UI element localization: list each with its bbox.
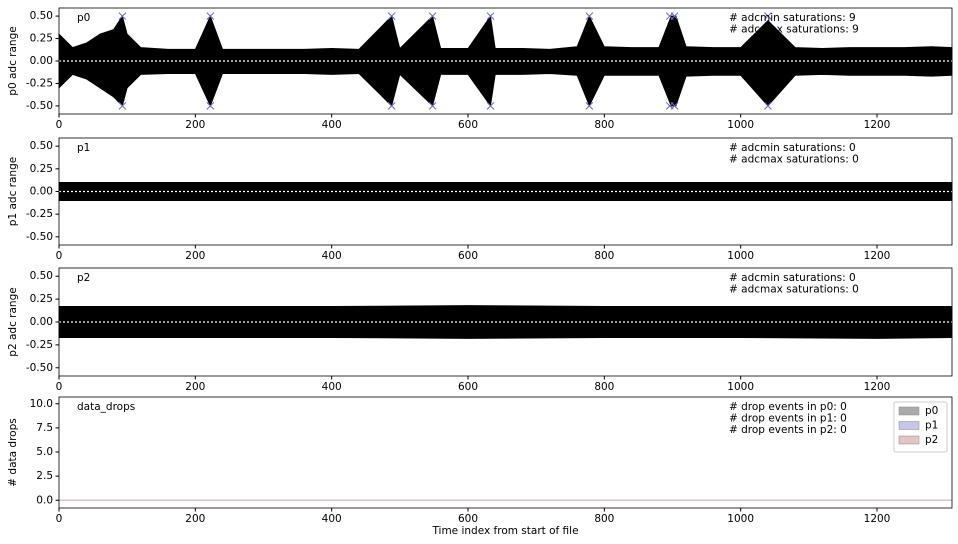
y-tick-label: -0.50 [26, 100, 53, 112]
x-tick-label: 600 [458, 250, 478, 262]
y-tick-label: 0.25 [30, 33, 53, 45]
legend-swatch [898, 406, 920, 416]
saturation-marker [486, 12, 495, 20]
x-tick-label: 200 [185, 381, 205, 393]
legend-label: p0 [925, 405, 938, 417]
y-tick-label: 0.50 [30, 10, 53, 22]
y-tick-label: 0.50 [30, 270, 53, 282]
legend-swatch [898, 435, 920, 445]
x-tick-label: 1200 [864, 381, 891, 393]
x-tick-label: 1000 [727, 250, 754, 262]
x-tick-label: 0 [56, 381, 63, 393]
panel-label: p2 [77, 272, 90, 284]
x-tick-label: 800 [594, 250, 614, 262]
x-tick-label: 800 [594, 381, 614, 393]
x-tick-label: 1000 [727, 381, 754, 393]
y-axis-label: p1 adc range [7, 157, 19, 226]
y-tick-label: -0.25 [26, 208, 53, 220]
annotation: # drop events in p0: 0 [729, 401, 847, 413]
x-tick-label: 600 [458, 513, 478, 525]
legend-label: p2 [925, 434, 938, 446]
x-tick-label: 1200 [864, 513, 891, 525]
y-tick-label: 0.0 [36, 494, 53, 506]
saturation-marker [206, 12, 215, 20]
y-tick-label: 2.5 [36, 470, 53, 482]
y-tick-label: 0.50 [30, 140, 53, 152]
x-tick-label: 800 [594, 119, 614, 131]
y-tick-label: 0.00 [30, 55, 53, 67]
y-tick-label: 7.5 [36, 422, 53, 434]
x-tick-label: 1000 [727, 119, 754, 131]
x-tick-label: 800 [594, 513, 614, 525]
legend-swatch [898, 421, 920, 430]
saturation-marker [486, 102, 495, 110]
saturation-marker [764, 12, 772, 20]
panel: 0 200 400 600 800 1000 1200 -0.50 -0.25 0.00 0.25 0… [7, 137, 953, 262]
panel: 0 200 400 600 800 1000 1200 -0.50 -0.25 0.00 0.25 0… [7, 267, 953, 393]
annotation: # adcmax saturations: 9 [729, 24, 859, 36]
saturation-marker [118, 12, 127, 20]
y-tick-label: -0.25 [26, 77, 53, 89]
saturation-marker [428, 12, 437, 20]
annotation: # adcmax saturations: 0 [729, 154, 859, 166]
panel: 0 200 400 600 800 1000 1200 0.0 2.5 5.0 7.5 10.0 # d… [7, 396, 953, 537]
x-tick-label: 200 [185, 513, 205, 525]
x-tick-label: 400 [322, 250, 342, 262]
x-tick-label: 1000 [727, 513, 754, 525]
x-axis-label: Time index from start of file [431, 525, 578, 537]
annotation: # adcmin saturations: 0 [729, 142, 856, 154]
legend-label: p1 [925, 420, 938, 432]
y-tick-label: 10.0 [30, 398, 53, 410]
panel: 0 200 400 600 800 1000 1200 -0.50 -0.25 0.00 0.25 0… [7, 7, 953, 131]
saturation-marker [585, 12, 594, 20]
x-tick-label: 0 [56, 513, 63, 525]
y-tick-label: 0.25 [30, 293, 53, 305]
annotation: # adcmin saturations: 0 [729, 272, 856, 284]
saturation-marker [387, 12, 396, 20]
y-tick-label: -0.25 [26, 339, 53, 351]
y-tick-label: 5.0 [36, 446, 53, 458]
x-tick-label: 0 [56, 250, 63, 262]
y-tick-label: 0.25 [30, 163, 53, 175]
x-tick-label: 200 [185, 119, 205, 131]
annotation: # adcmin saturations: 9 [729, 12, 856, 24]
x-tick-label: 1200 [864, 250, 891, 262]
x-tick-label: 400 [322, 513, 342, 525]
x-tick-label: 0 [56, 119, 63, 131]
saturation-marker [670, 102, 679, 110]
y-axis-label: # data drops [7, 418, 19, 486]
annotation: # drop events in p1: 0 [729, 413, 847, 425]
x-tick-label: 400 [322, 119, 342, 131]
x-tick-label: 1200 [864, 119, 891, 131]
saturation-marker [585, 102, 594, 110]
saturation-marker [670, 12, 679, 20]
panel-label: p0 [77, 12, 90, 24]
x-tick-label: 200 [185, 250, 205, 262]
x-tick-label: 600 [458, 381, 478, 393]
y-tick-label: -0.50 [26, 231, 53, 243]
y-tick-label: -0.50 [26, 362, 53, 374]
saturation-marker [387, 102, 396, 110]
annotation: # adcmax saturations: 0 [729, 284, 859, 296]
saturation-marker [428, 102, 437, 110]
y-tick-label: 0.00 [30, 316, 53, 328]
saturation-marker [118, 102, 127, 110]
y-axis-label: p0 adc range [7, 26, 19, 95]
annotation: # drop events in p2: 0 [729, 424, 847, 436]
y-axis-label: p2 adc range [7, 287, 19, 356]
saturation-marker [764, 102, 772, 110]
saturation-marker [206, 102, 215, 110]
panel-label: data_drops [77, 401, 135, 413]
x-tick-label: 600 [458, 119, 478, 131]
x-tick-label: 400 [322, 381, 342, 393]
panel-label: p1 [77, 142, 90, 154]
y-tick-label: 0.00 [30, 186, 53, 198]
